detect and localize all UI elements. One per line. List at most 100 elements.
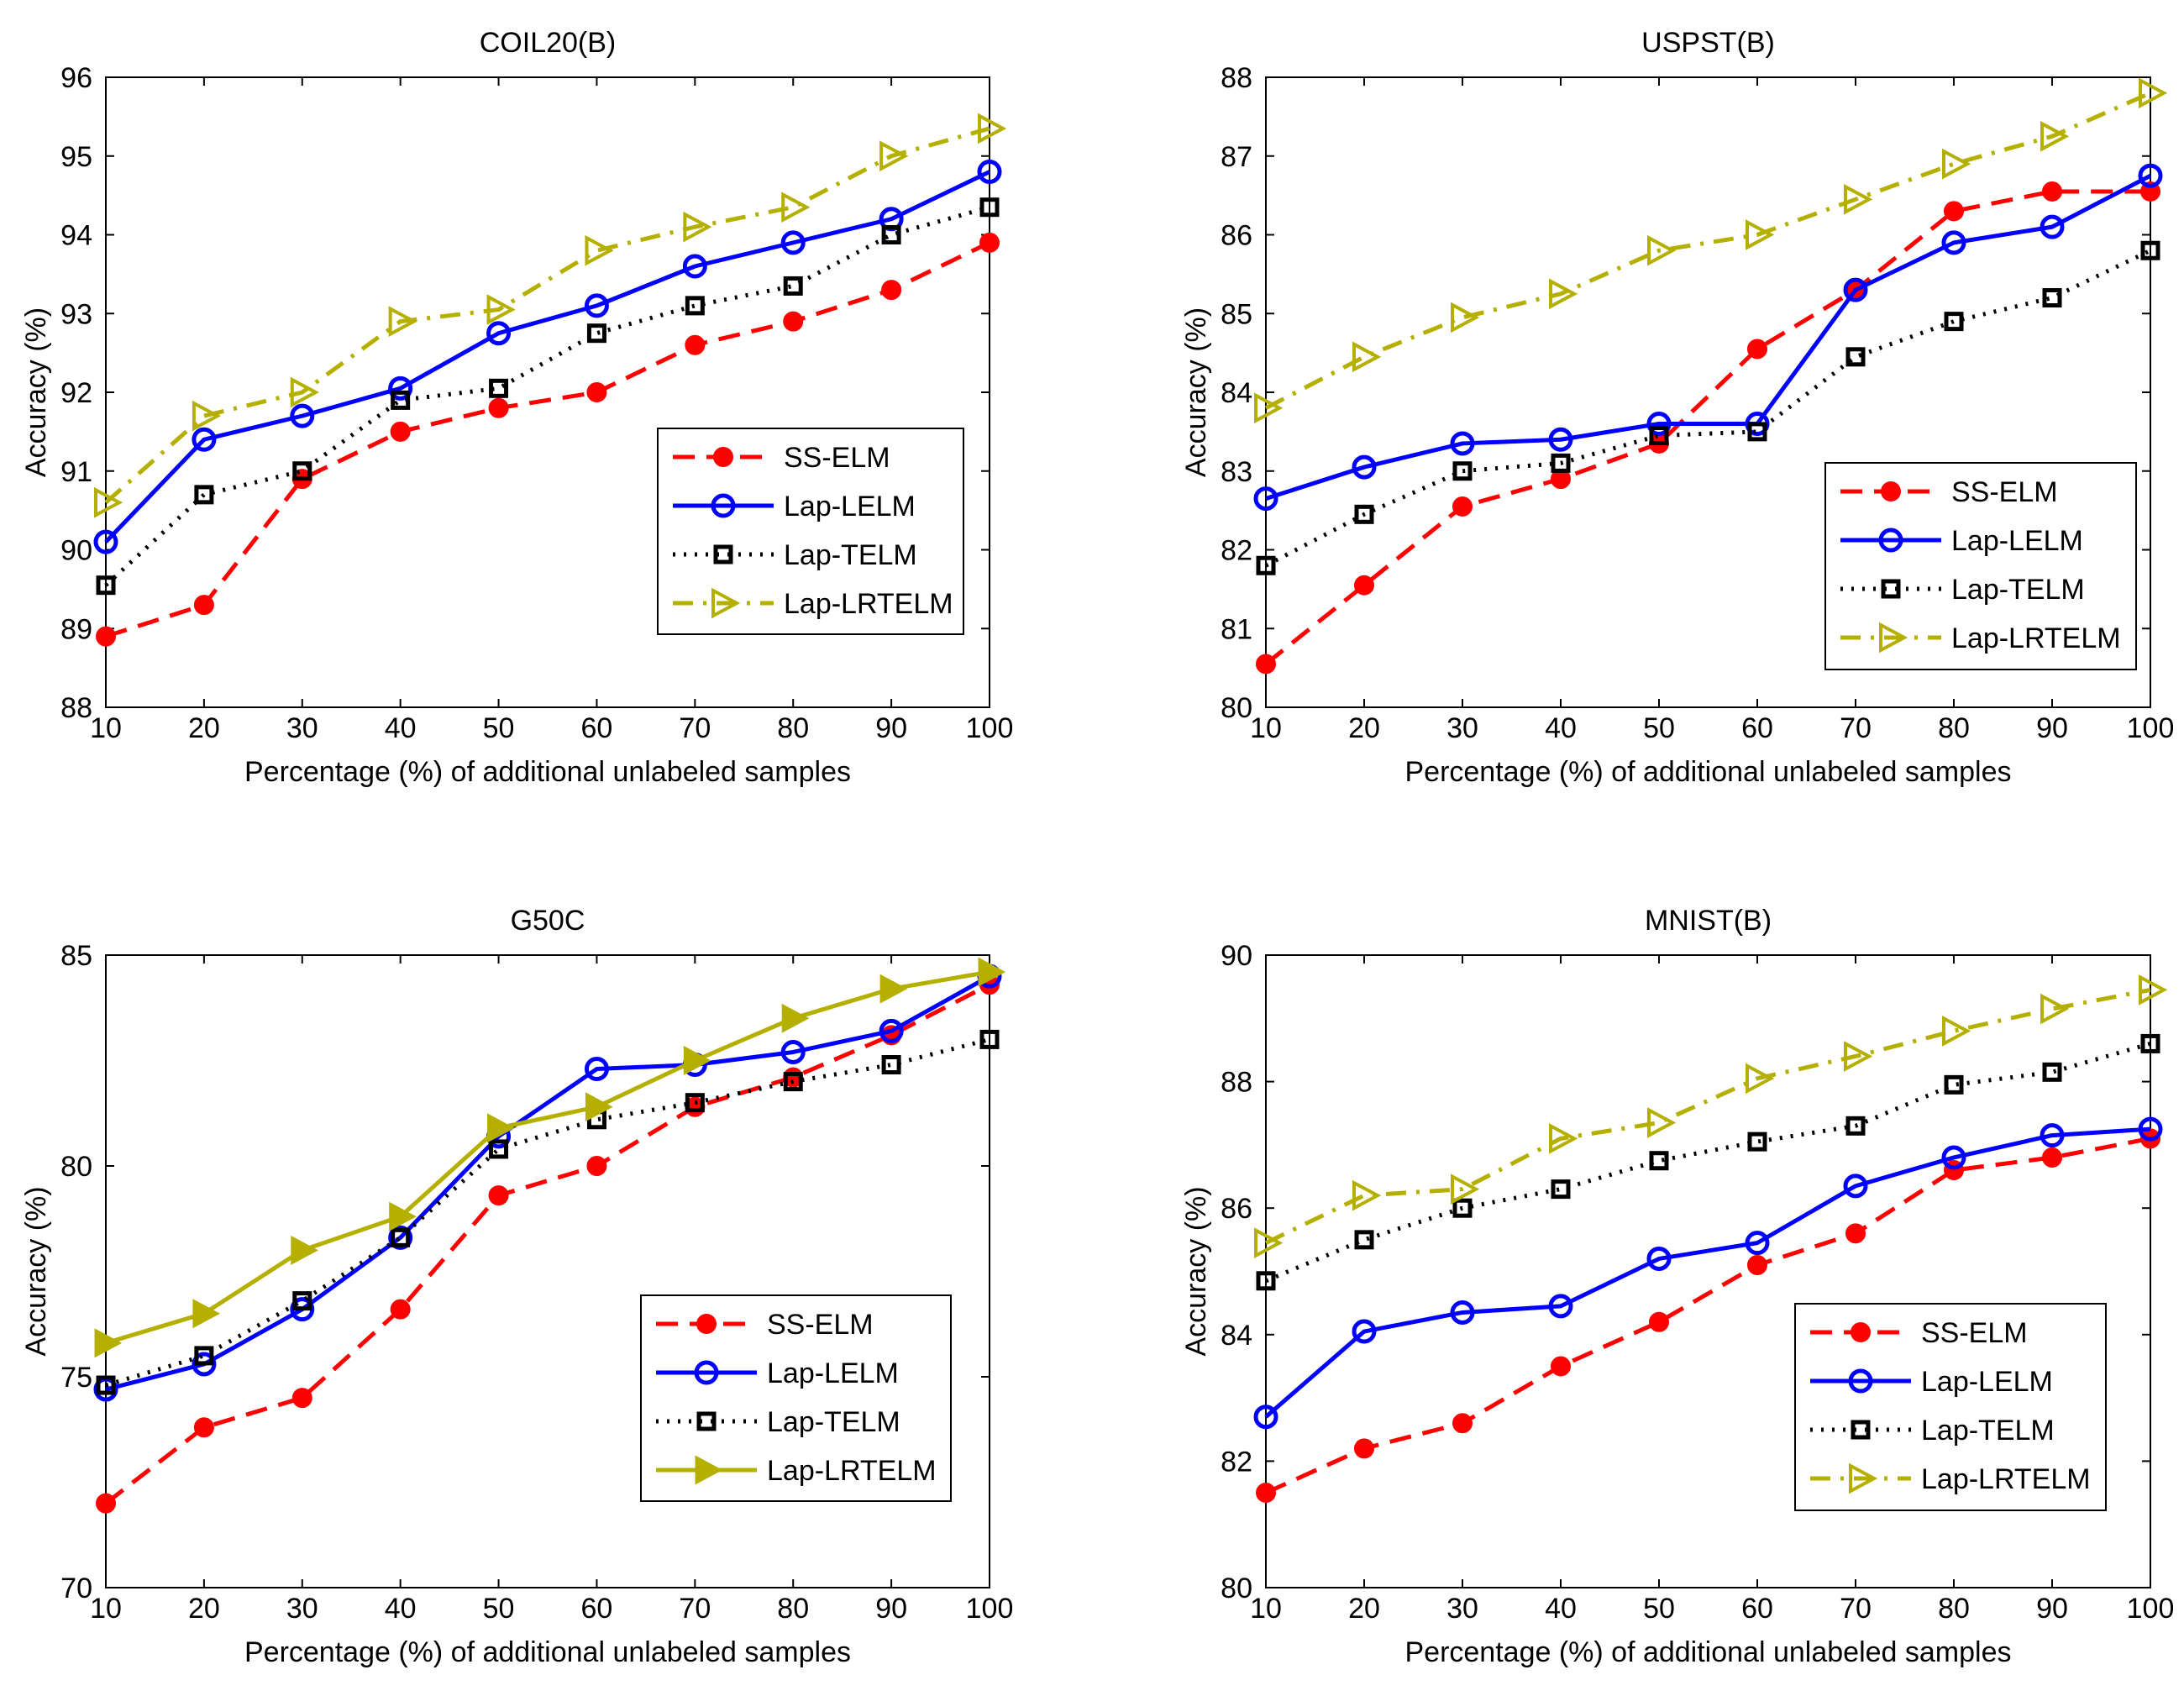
data-point-lap-lelm: [1646, 412, 1672, 436]
x-tick-label: 30: [286, 712, 318, 744]
series-lap-lelm: [1253, 1116, 2163, 1430]
series-lap-telm: [96, 197, 1000, 596]
x-tick-label: 50: [483, 1593, 515, 1625]
data-point-lap-telm: [783, 1072, 803, 1092]
x-tick-label: 90: [2036, 712, 2068, 744]
x-tick-label: 80: [1938, 712, 1970, 744]
data-point-lap-telm: [1845, 1116, 1866, 1136]
legend-marker-ss-elm: [696, 1314, 717, 1334]
legend-box: [1824, 462, 2137, 670]
legend-marker-lap-telm: [1881, 579, 1901, 599]
data-point-lap-telm: [1354, 504, 1374, 524]
legend: SS-ELM Lap-LELM Lap-TELM Lap-LRTELM: [1794, 1303, 2107, 1511]
data-point-lap-lelm: [879, 1018, 904, 1043]
data-point-lap-lrtelm: [781, 1003, 810, 1033]
data-point-lap-lelm: [780, 230, 806, 255]
data-point-ss-elm: [96, 626, 116, 647]
legend-item-lap-telm: Lap-TELM: [1840, 574, 2085, 606]
x-tick-label: 30: [286, 1593, 318, 1625]
legend-label-lap-lelm: Lap-LELM: [767, 1357, 899, 1389]
data-point-lap-telm: [2042, 1062, 2062, 1082]
data-point-lap-lelm: [1352, 1319, 1377, 1344]
data-point-lap-lrtelm: [585, 1092, 613, 1122]
y-tick-label: 80: [60, 1151, 92, 1183]
data-point-lap-telm: [685, 296, 705, 316]
y-tick-label: 90: [60, 535, 92, 567]
data-point-lap-telm: [881, 225, 901, 244]
y-tick-label: 83: [1221, 456, 1252, 488]
data-point-lap-telm: [96, 575, 116, 596]
data-point-ss-elm: [1354, 1438, 1374, 1459]
data-point-ss-elm: [1256, 1483, 1276, 1504]
data-point-lap-lelm: [977, 160, 1002, 184]
series-lap-telm: [1256, 240, 2160, 575]
x-tick-label: 20: [1348, 1593, 1380, 1625]
legend: SS-ELM Lap-LELM Lap-TELM Lap-LRTELM: [657, 428, 964, 635]
data-point-ss-elm: [1747, 1254, 1767, 1275]
x-tick-label: 40: [385, 1593, 417, 1625]
data-point-lap-lrtelm: [1549, 1123, 1578, 1154]
legend-label-lap-lrtelm: Lap-LRTELM: [784, 588, 953, 620]
legend-label-lap-lrtelm: Lap-LRTELM: [767, 1455, 937, 1487]
data-point-lap-telm: [1551, 1179, 1571, 1200]
series-line-lap-telm: [105, 1037, 990, 1388]
data-point-ss-elm: [193, 1417, 214, 1438]
data-point-lap-lrtelm: [1451, 1174, 1480, 1205]
series-ss-elm: [96, 232, 1000, 647]
data-point-ss-elm: [1452, 1413, 1473, 1434]
chart-title: COIL20(B): [480, 27, 617, 59]
data-point-lap-lelm: [1253, 486, 1278, 512]
data-point-lap-lelm: [1450, 1300, 1475, 1325]
data-point-lap-lrtelm: [1844, 1041, 1873, 1072]
legend-item-lap-telm: Lap-TELM: [656, 1406, 900, 1438]
data-point-lap-lrtelm: [978, 957, 1006, 987]
y-tick-label: 96: [60, 62, 92, 94]
legend-box: [657, 428, 964, 635]
series-lap-telm: [96, 1029, 1000, 1395]
legend-item-lap-lelm: Lap-LELM: [656, 1357, 899, 1389]
data-point-ss-elm: [1354, 575, 1374, 596]
data-point-lap-lrtelm: [978, 113, 1007, 144]
legend-label-lap-telm: Lap-TELM: [784, 539, 917, 571]
y-tick-label: 92: [60, 377, 92, 409]
legend-marker-lap-lrtelm: [695, 1455, 723, 1485]
legend-marker-ss-elm: [713, 447, 733, 467]
data-point-ss-elm: [1551, 1356, 1571, 1377]
data-point-lap-lelm: [2040, 214, 2065, 239]
legend-box: [640, 1294, 952, 1502]
legend-item-ss-elm: SS-ELM: [656, 1309, 874, 1341]
data-point-lap-lelm: [388, 375, 413, 401]
data-point-lap-telm: [783, 276, 803, 296]
series-line-ss-elm: [1264, 1136, 2151, 1495]
x-tick-label: 10: [1250, 1593, 1282, 1625]
data-point-lap-telm: [1747, 422, 1767, 442]
y-tick-label: 86: [1221, 220, 1252, 252]
x-tick-label: 20: [188, 712, 220, 744]
legend-item-ss-elm: SS-ELM: [1810, 1317, 2028, 1349]
data-point-lap-telm: [2140, 1033, 2160, 1053]
data-point-lap-lelm: [486, 321, 512, 346]
chart-title: G50C: [511, 905, 585, 937]
data-point-lap-lelm: [584, 293, 609, 318]
data-point-lap-telm: [96, 1375, 116, 1395]
y-axis-label: Accuracy (%): [1180, 307, 1212, 477]
series-line-ss-elm: [104, 982, 991, 1505]
data-point-lap-lelm: [2138, 163, 2163, 188]
legend-marker-lap-lelm: [694, 1360, 719, 1385]
data-point-lap-telm: [1354, 1230, 1374, 1250]
y-axis-label: Accuracy (%): [20, 1186, 52, 1356]
data-point-lap-telm: [1256, 555, 1276, 575]
data-point-lap-telm: [1256, 1271, 1276, 1291]
data-point-lap-lrtelm: [291, 1235, 318, 1265]
data-point-lap-telm: [1649, 1151, 1669, 1171]
x-tick-label: 20: [188, 1593, 220, 1625]
data-point-lap-lrtelm: [879, 974, 908, 1004]
data-point-ss-elm: [96, 1493, 116, 1514]
x-tick-label: 10: [90, 712, 122, 744]
data-point-lap-telm: [292, 1291, 312, 1311]
y-tick-label: 87: [1221, 141, 1252, 173]
data-point-lap-lelm: [1941, 1145, 1966, 1170]
chart-panel-2: USPST(B) 10 20 30 40 50 60 70 80 90 100 80 81 82 83 84 8…: [1180, 27, 2174, 788]
series-line-lap-lelm: [105, 974, 991, 1392]
x-tick-label: 80: [777, 712, 809, 744]
